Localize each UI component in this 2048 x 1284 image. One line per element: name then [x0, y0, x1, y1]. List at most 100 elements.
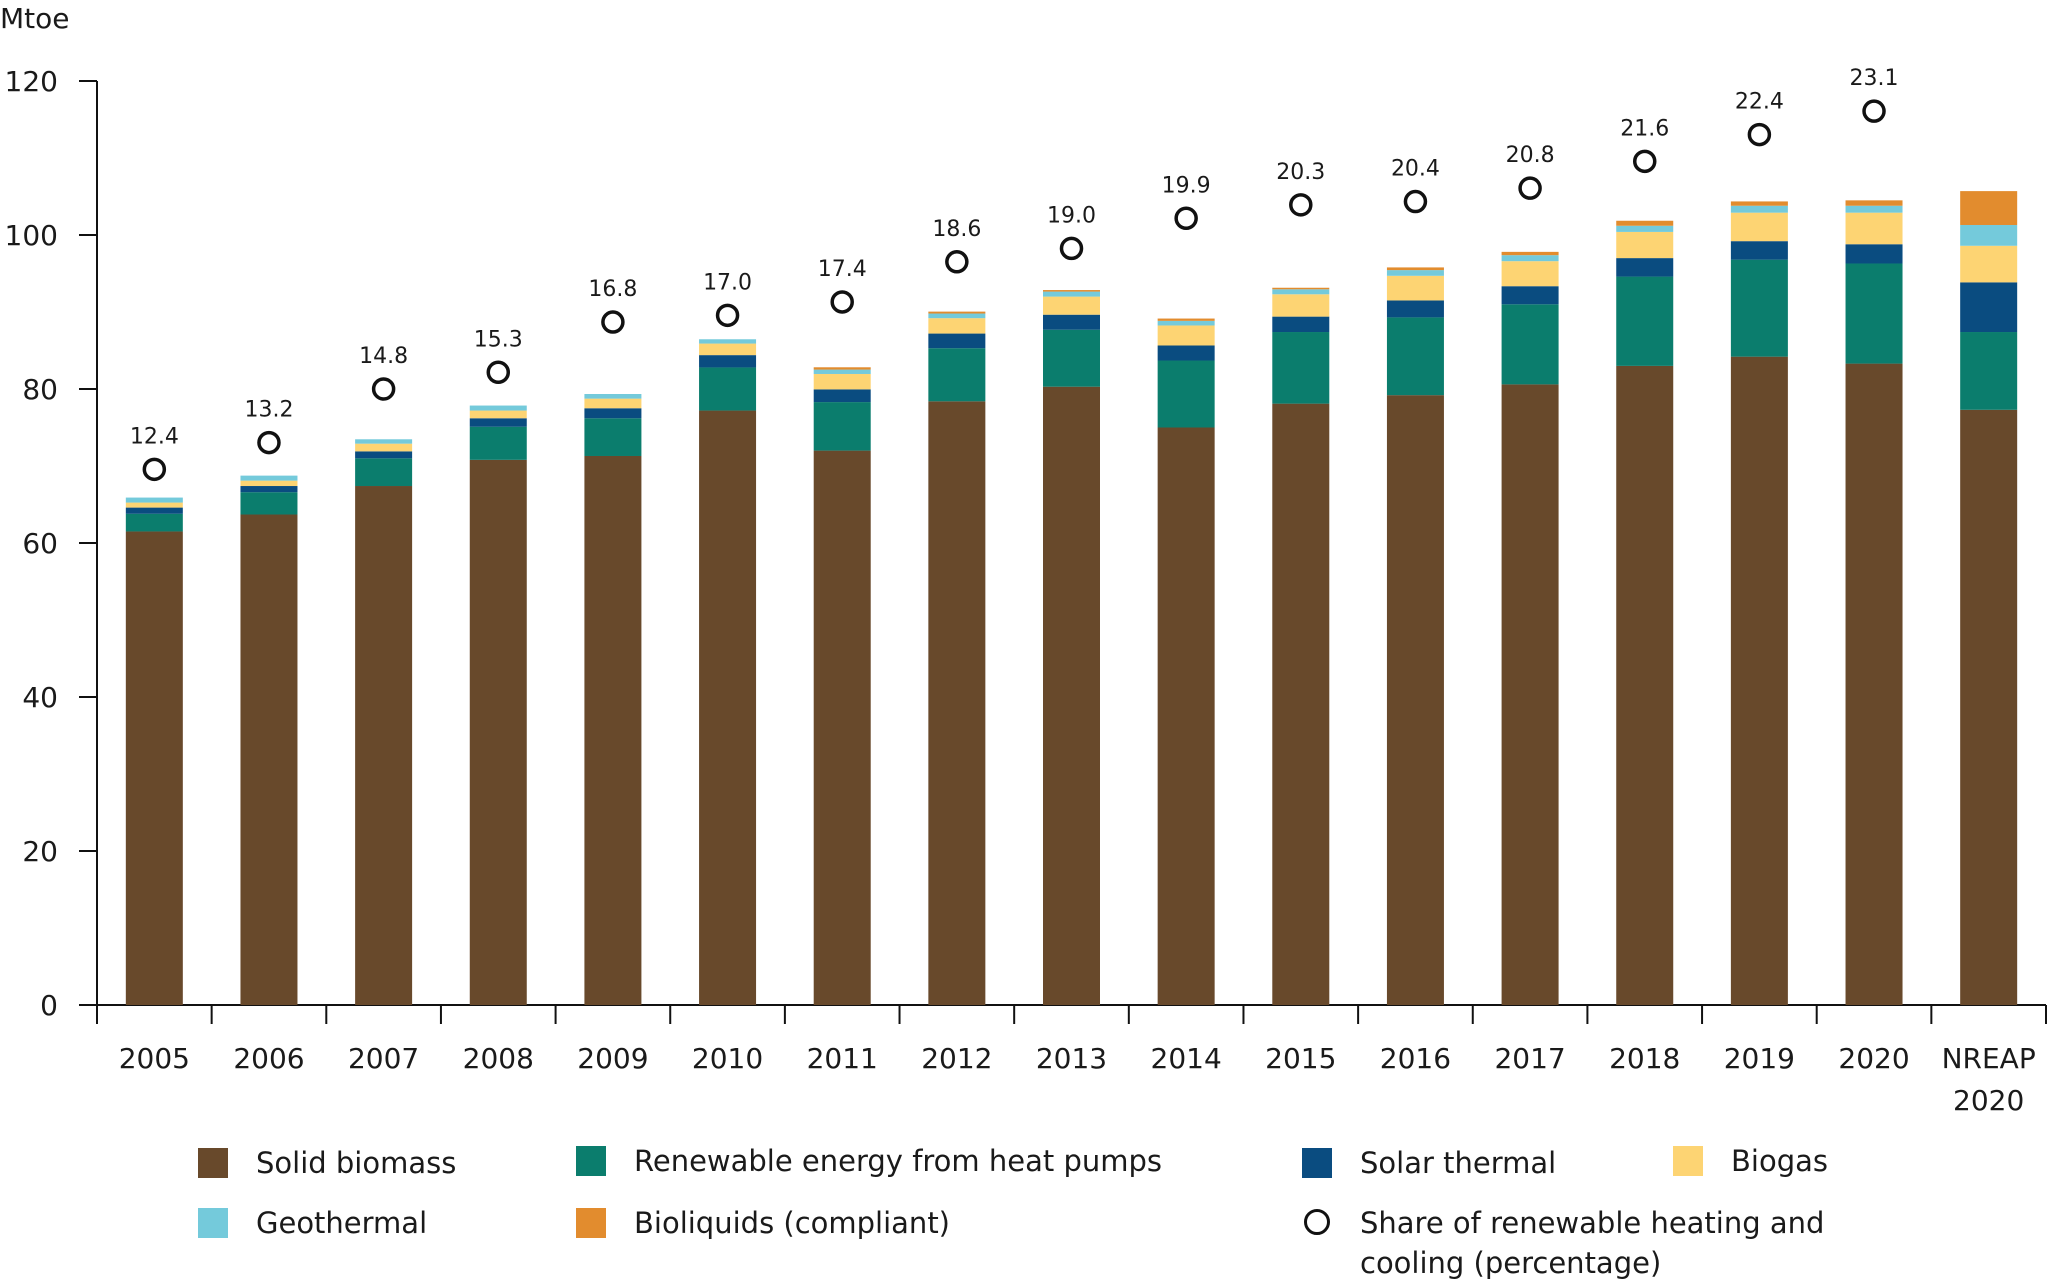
bar-segment-solid-biomass — [355, 486, 413, 1005]
bar-segment-solar-thermal — [699, 355, 757, 368]
bar-segment-solid-biomass — [699, 410, 757, 1005]
share-marker — [715, 303, 740, 328]
bar-segment-renewable-energy-from-heat-pumps — [928, 348, 986, 402]
bar-segment-bioliquids-compliant — [1157, 318, 1215, 321]
x-tick-label: 2012 — [921, 1042, 992, 1075]
bar-segment-solar-thermal — [1157, 345, 1215, 361]
bar-stack — [1730, 201, 1788, 1005]
bar-segment-renewable-energy-from-heat-pumps — [1157, 360, 1215, 428]
x-tick-label: 2020 — [1953, 1084, 2024, 1117]
bar-segment-solid-biomass — [813, 450, 871, 1006]
bar-segment-solar-thermal — [1730, 241, 1788, 260]
bar-stack — [469, 405, 527, 1006]
bar-segment-biogas — [1845, 212, 1903, 245]
bar-segment-geothermal — [1501, 255, 1559, 262]
bar-segment-renewable-energy-from-heat-pumps — [813, 402, 871, 451]
bar-segment-solid-biomass — [928, 401, 986, 1005]
bar-segment-geothermal — [1730, 205, 1788, 213]
share-data-label: 21.6 — [1620, 116, 1669, 141]
share-marker — [1747, 122, 1772, 147]
bar-segment-bioliquids-compliant — [1616, 220, 1674, 226]
bar-segment-bioliquids-compliant — [1845, 200, 1903, 206]
bar-segment-solid-biomass — [1845, 363, 1903, 1006]
y-tick-label: 60 — [22, 527, 58, 560]
bar-segment-solar-thermal — [1043, 314, 1100, 330]
bar-segment-solid-biomass — [125, 531, 183, 1005]
y-tick-label: 120 — [5, 65, 58, 98]
share-marker — [142, 457, 167, 482]
x-tick-label: 2005 — [119, 1042, 190, 1075]
bar-segment-bioliquids-compliant — [1272, 287, 1330, 290]
bar-segment-solid-biomass — [240, 514, 298, 1005]
bar-segment-geothermal — [1043, 291, 1100, 297]
share-marker — [1289, 193, 1313, 217]
x-tick-label: 2016 — [1380, 1042, 1451, 1075]
y-axis: 0 20 40 60 80 100 120 — [5, 65, 98, 1022]
share-data-label: 20.4 — [1391, 157, 1440, 182]
bar-segment-biogas — [1386, 275, 1444, 301]
bar-segment-geothermal — [469, 405, 527, 411]
bar-stack — [355, 439, 413, 1005]
bar-segment-biogas — [813, 373, 871, 390]
bar-stack — [813, 367, 871, 1006]
bar-segment-solid-biomass — [584, 455, 642, 1005]
bar-stack — [240, 475, 298, 1005]
x-tick-label: 2015 — [1265, 1042, 1336, 1075]
bar-segment-geothermal — [240, 475, 298, 481]
bar-segment-solar-thermal — [1960, 282, 2018, 333]
bar-stack — [1157, 318, 1215, 1005]
bar-stack — [1386, 267, 1444, 1005]
share-marker — [486, 360, 511, 385]
bar-stack — [699, 339, 757, 1005]
bar-segment-renewable-energy-from-heat-pumps — [1730, 259, 1788, 357]
bar-segment-geothermal — [584, 394, 642, 399]
share-marker — [257, 430, 281, 455]
share-marker — [601, 310, 625, 334]
bar-segment-geothermal — [928, 313, 986, 319]
x-tick-label: 2014 — [1151, 1042, 1222, 1075]
share-marker — [1632, 149, 1657, 174]
bar-segment-biogas — [1157, 325, 1215, 346]
bar-segment-geothermal — [125, 497, 183, 503]
bar-segment-biogas — [355, 443, 413, 452]
share-marker — [945, 250, 969, 274]
bar-stack — [1272, 287, 1330, 1005]
bar-segment-solar-thermal — [1272, 316, 1330, 333]
bar-segment-solar-thermal — [1845, 244, 1903, 264]
share-data-label: 14.8 — [359, 344, 408, 369]
bar-segment-renewable-energy-from-heat-pumps — [469, 426, 527, 460]
share-marker — [830, 290, 854, 314]
bar-segment-solar-thermal — [1386, 300, 1444, 318]
bar-segment-bioliquids-compliant — [928, 311, 986, 314]
y-tick-label: 80 — [22, 373, 58, 406]
bar-segment-geothermal — [1616, 225, 1674, 232]
bar-segment-biogas — [1730, 212, 1788, 242]
bar-segment-geothermal — [1386, 270, 1444, 276]
share-data-label: 13.2 — [244, 398, 293, 423]
x-tick-label: 2017 — [1494, 1042, 1565, 1075]
bar-segment-renewable-energy-from-heat-pumps — [1386, 317, 1444, 396]
bar-segment-solar-thermal — [584, 408, 642, 419]
bar-stack — [1845, 200, 1903, 1006]
bar-segment-solid-biomass — [1272, 403, 1330, 1005]
bar-segment-geothermal — [1960, 224, 2018, 246]
bar-segment-geothermal — [1157, 320, 1215, 326]
bar-segment-biogas — [1960, 245, 2018, 283]
share-data-label: 16.8 — [588, 277, 637, 302]
bar-segment-biogas — [1501, 261, 1559, 287]
bar-stack — [1960, 191, 2018, 1005]
share-data-label: 20.8 — [1506, 143, 1555, 168]
bar-segment-renewable-energy-from-heat-pumps — [1616, 276, 1674, 366]
bar-stack — [1501, 251, 1559, 1005]
bar-segment-biogas — [1043, 296, 1100, 315]
bar-segment-solid-biomass — [1501, 384, 1559, 1005]
x-tick-label: 2006 — [233, 1042, 304, 1075]
y-tick-label: 40 — [22, 681, 58, 714]
bar-segment-renewable-energy-from-heat-pumps — [584, 418, 642, 456]
bar-segment-bioliquids-compliant — [1730, 201, 1788, 206]
share-data-label: 17.0 — [703, 270, 752, 295]
bar-segment-biogas — [1616, 231, 1674, 259]
y-tick-label: 100 — [5, 219, 58, 252]
share-data-label: 15.3 — [474, 327, 523, 352]
bar-segment-solar-thermal — [355, 451, 413, 459]
